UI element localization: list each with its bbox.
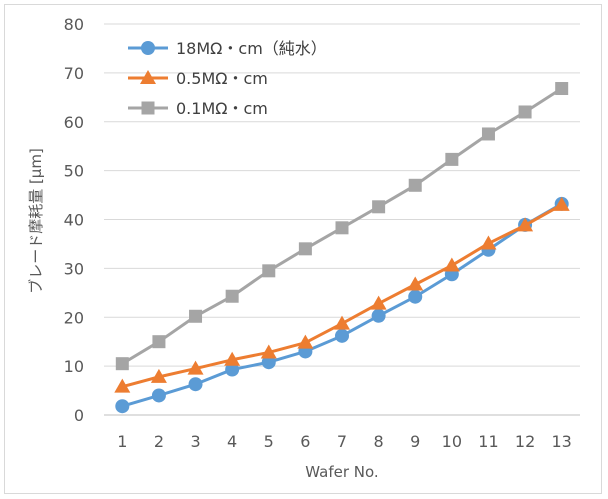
- x-tick-label: 2: [154, 432, 164, 451]
- x-tick-label: 6: [300, 432, 310, 451]
- data-point: [188, 377, 203, 392]
- data-point: [224, 351, 241, 366]
- data-point: [518, 105, 532, 119]
- y-tick-label: 80: [64, 15, 84, 34]
- data-point: [555, 82, 569, 96]
- y-tick-label: 30: [64, 259, 84, 278]
- legend-label: 0.1MΩ・cm: [176, 99, 268, 118]
- x-axis-title: Wafer No.: [305, 463, 378, 481]
- data-point: [260, 344, 277, 359]
- x-tick-label: 4: [227, 432, 237, 451]
- series-2: [115, 82, 569, 371]
- data-point: [297, 334, 314, 349]
- data-point: [150, 368, 167, 383]
- y-tick-label: 40: [64, 211, 84, 230]
- data-point: [298, 242, 312, 256]
- y-tick-label: 0: [74, 406, 84, 425]
- data-point: [115, 357, 129, 371]
- gridlines: [104, 23, 580, 367]
- x-tick-label: 13: [552, 432, 572, 451]
- legend: 18MΩ・cm（純水） 0.5MΩ・cm 0.1MΩ・cm: [128, 39, 327, 118]
- data-point: [114, 378, 131, 393]
- data-point: [517, 217, 534, 232]
- y-axis-title: ブレード摩耗量 [μm]: [27, 148, 45, 294]
- data-point: [443, 257, 460, 272]
- data-point: [189, 309, 203, 323]
- data-point: [225, 289, 239, 303]
- legend-item: 0.5MΩ・cm: [128, 69, 268, 88]
- legend-marker: [141, 101, 155, 115]
- data-point: [371, 308, 386, 323]
- data-point: [261, 355, 276, 370]
- legend-marker: [141, 41, 155, 55]
- data-point: [152, 335, 166, 349]
- y-tick-label: 60: [64, 113, 84, 132]
- data-point: [187, 360, 204, 375]
- data-point: [553, 196, 570, 211]
- x-tick-label: 11: [478, 432, 498, 451]
- y-tick-label: 70: [64, 64, 84, 83]
- x-tick-label: 10: [442, 432, 462, 451]
- data-point: [262, 264, 276, 278]
- x-tick-label: 3: [190, 432, 200, 451]
- data-point: [335, 221, 349, 235]
- data-point: [334, 315, 350, 330]
- data-point: [372, 200, 386, 214]
- x-tick-label: 12: [515, 432, 535, 451]
- series-1: [114, 196, 570, 393]
- series-group: [114, 82, 570, 414]
- data-point: [151, 388, 166, 403]
- series-0: [115, 196, 569, 414]
- x-tick-label: 5: [264, 432, 274, 451]
- x-tick-label: 9: [410, 432, 420, 451]
- data-point: [481, 127, 495, 141]
- legend-item: 0.1MΩ・cm: [128, 99, 268, 118]
- y-tick-label: 50: [64, 162, 84, 181]
- x-tick-label: 7: [337, 432, 347, 451]
- y-tick-label: 10: [64, 357, 84, 376]
- data-point: [115, 399, 130, 414]
- legend-label: 0.5MΩ・cm: [176, 69, 268, 88]
- data-point: [445, 152, 459, 166]
- x-tick-label: 8: [374, 432, 384, 451]
- legend-item: 18MΩ・cm（純水）: [128, 39, 327, 58]
- x-tick-label: 1: [117, 432, 127, 451]
- y-tick-label: 20: [64, 308, 84, 327]
- legend-marker: [140, 70, 156, 84]
- data-point: [408, 289, 423, 304]
- data-point: [480, 235, 497, 250]
- data-point: [225, 362, 240, 377]
- data-point: [407, 276, 424, 291]
- legend-label: 18MΩ・cm（純水）: [176, 39, 327, 58]
- data-point: [370, 295, 387, 310]
- data-point: [408, 178, 422, 192]
- data-point: [335, 328, 349, 343]
